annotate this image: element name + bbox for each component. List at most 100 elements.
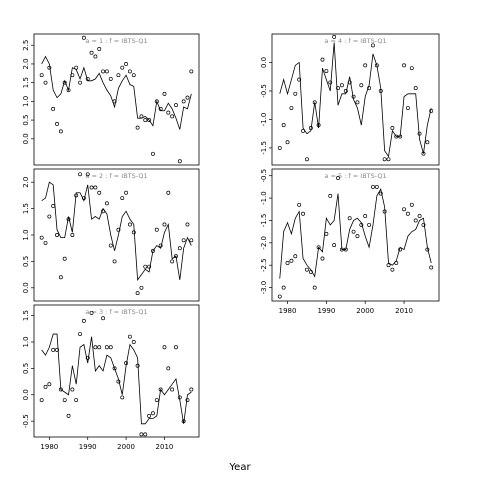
observed-point bbox=[39, 235, 44, 240]
observed-point bbox=[58, 275, 63, 280]
panel-frame bbox=[33, 33, 200, 166]
x-tick-label: 2010 bbox=[156, 443, 174, 451]
observed-point bbox=[66, 413, 71, 418]
y-tick-label: 1.5 bbox=[22, 203, 30, 214]
observed-point bbox=[185, 398, 190, 402]
observed-point bbox=[139, 432, 144, 437]
observed-point bbox=[124, 190, 129, 195]
fitted-line bbox=[279, 42, 432, 158]
observed-point bbox=[112, 366, 117, 371]
x-tick-label: 2000 bbox=[117, 443, 135, 451]
observed-point bbox=[363, 63, 368, 68]
fitted-line bbox=[41, 181, 192, 282]
y-tick-label: -1.0 bbox=[260, 113, 268, 127]
observed-point bbox=[429, 108, 434, 113]
observed-point bbox=[413, 218, 418, 223]
panel-2: a = 2 : f = IBTS-Q1 0.0 0.5 1.0 1.5 2.0 bbox=[22, 168, 200, 302]
observed-point bbox=[189, 387, 194, 392]
observed-point bbox=[170, 259, 175, 264]
observed-point bbox=[402, 63, 406, 68]
observed-point bbox=[355, 100, 360, 105]
observed-point bbox=[359, 222, 364, 227]
panel-1: a = 1 : f = IBTS-Q1 0.0 0.5 1.0 1.5 2.0 2.5 bbox=[22, 33, 200, 166]
observed-point bbox=[398, 134, 403, 139]
observed-point bbox=[78, 80, 82, 85]
observed-point bbox=[355, 234, 360, 239]
observed-point bbox=[70, 387, 75, 392]
observed-point bbox=[85, 355, 90, 360]
panel-frame bbox=[271, 168, 440, 302]
observed-point bbox=[308, 269, 313, 274]
observed-point bbox=[378, 191, 383, 196]
observed-point bbox=[351, 94, 356, 99]
observed-point bbox=[51, 106, 56, 111]
observed-point bbox=[97, 190, 102, 195]
observed-point bbox=[116, 73, 121, 78]
observed-point bbox=[104, 69, 109, 74]
observed-point bbox=[85, 172, 90, 177]
observed-point bbox=[363, 214, 368, 218]
panel-4: a = 4 : f = IBTS-Q1 -1.5 -1.0 -0.5 0.0 bbox=[260, 33, 440, 166]
panel-title: a = 1 : f = IBTS-Q1 bbox=[85, 37, 147, 45]
observed-point bbox=[308, 126, 313, 130]
panel-title: a = 3 : f = IBTS-Q1 bbox=[85, 308, 147, 316]
observed-point bbox=[324, 231, 329, 236]
y-tick-label: 1.0 bbox=[22, 336, 30, 347]
observed-point bbox=[293, 254, 298, 259]
observed-point bbox=[116, 227, 121, 232]
y-tick-label: -1.5 bbox=[260, 141, 268, 155]
observed-point bbox=[343, 247, 348, 252]
observed-point bbox=[43, 240, 48, 245]
fitted-line bbox=[41, 55, 192, 130]
observed-point bbox=[78, 332, 82, 336]
x-tick-label: 2010 bbox=[395, 307, 413, 315]
x-axis-label: Year bbox=[228, 462, 251, 473]
observed-point bbox=[154, 99, 159, 104]
x-tick-label: 2000 bbox=[356, 307, 374, 315]
observed-point bbox=[166, 190, 171, 195]
observed-point bbox=[332, 34, 337, 39]
observed-point bbox=[351, 229, 356, 234]
observed-point bbox=[89, 185, 94, 190]
observed-point bbox=[343, 89, 348, 93]
observed-point bbox=[301, 211, 306, 216]
y-tick-label: 0.5 bbox=[22, 256, 30, 267]
observed-point bbox=[74, 398, 79, 402]
observed-point bbox=[120, 65, 125, 70]
observed-point bbox=[66, 88, 71, 93]
observed-point bbox=[382, 157, 387, 162]
observed-point bbox=[336, 175, 340, 180]
observed-point bbox=[394, 134, 399, 139]
observed-point bbox=[154, 398, 159, 402]
y-tick-label: -2.0 bbox=[260, 236, 268, 250]
observed-point bbox=[367, 86, 372, 91]
observed-point bbox=[162, 222, 167, 227]
observed-point bbox=[374, 184, 379, 189]
observed-point bbox=[189, 69, 194, 74]
observed-point bbox=[413, 86, 418, 91]
fitted-line bbox=[279, 188, 432, 279]
observed-point bbox=[181, 99, 186, 104]
observed-point bbox=[371, 184, 375, 189]
observed-point bbox=[177, 395, 182, 400]
observed-point bbox=[409, 66, 414, 71]
observed-point bbox=[417, 131, 422, 136]
y-tick-label: 0.0 bbox=[260, 57, 268, 68]
observed-point bbox=[359, 83, 364, 88]
panel-5: a = 5 : f = IBTS-Q1 -3.0 -2.5 -2.0 -1.5 -1.0 -… bbox=[260, 168, 440, 315]
observed-point bbox=[277, 294, 282, 299]
observed-point bbox=[328, 193, 333, 198]
observed-point bbox=[116, 379, 121, 384]
observed-point bbox=[108, 76, 113, 81]
observed-point bbox=[367, 222, 372, 227]
observed-point bbox=[181, 419, 186, 424]
observed-point bbox=[189, 238, 194, 243]
observed-point bbox=[177, 246, 182, 251]
observed-point bbox=[281, 123, 286, 128]
y-tick-label: 2.0 bbox=[22, 177, 30, 188]
observed-point bbox=[151, 411, 155, 416]
observed-point bbox=[101, 316, 106, 321]
observed-point bbox=[104, 345, 109, 350]
observed-point bbox=[151, 248, 155, 253]
observed-point bbox=[74, 193, 79, 198]
